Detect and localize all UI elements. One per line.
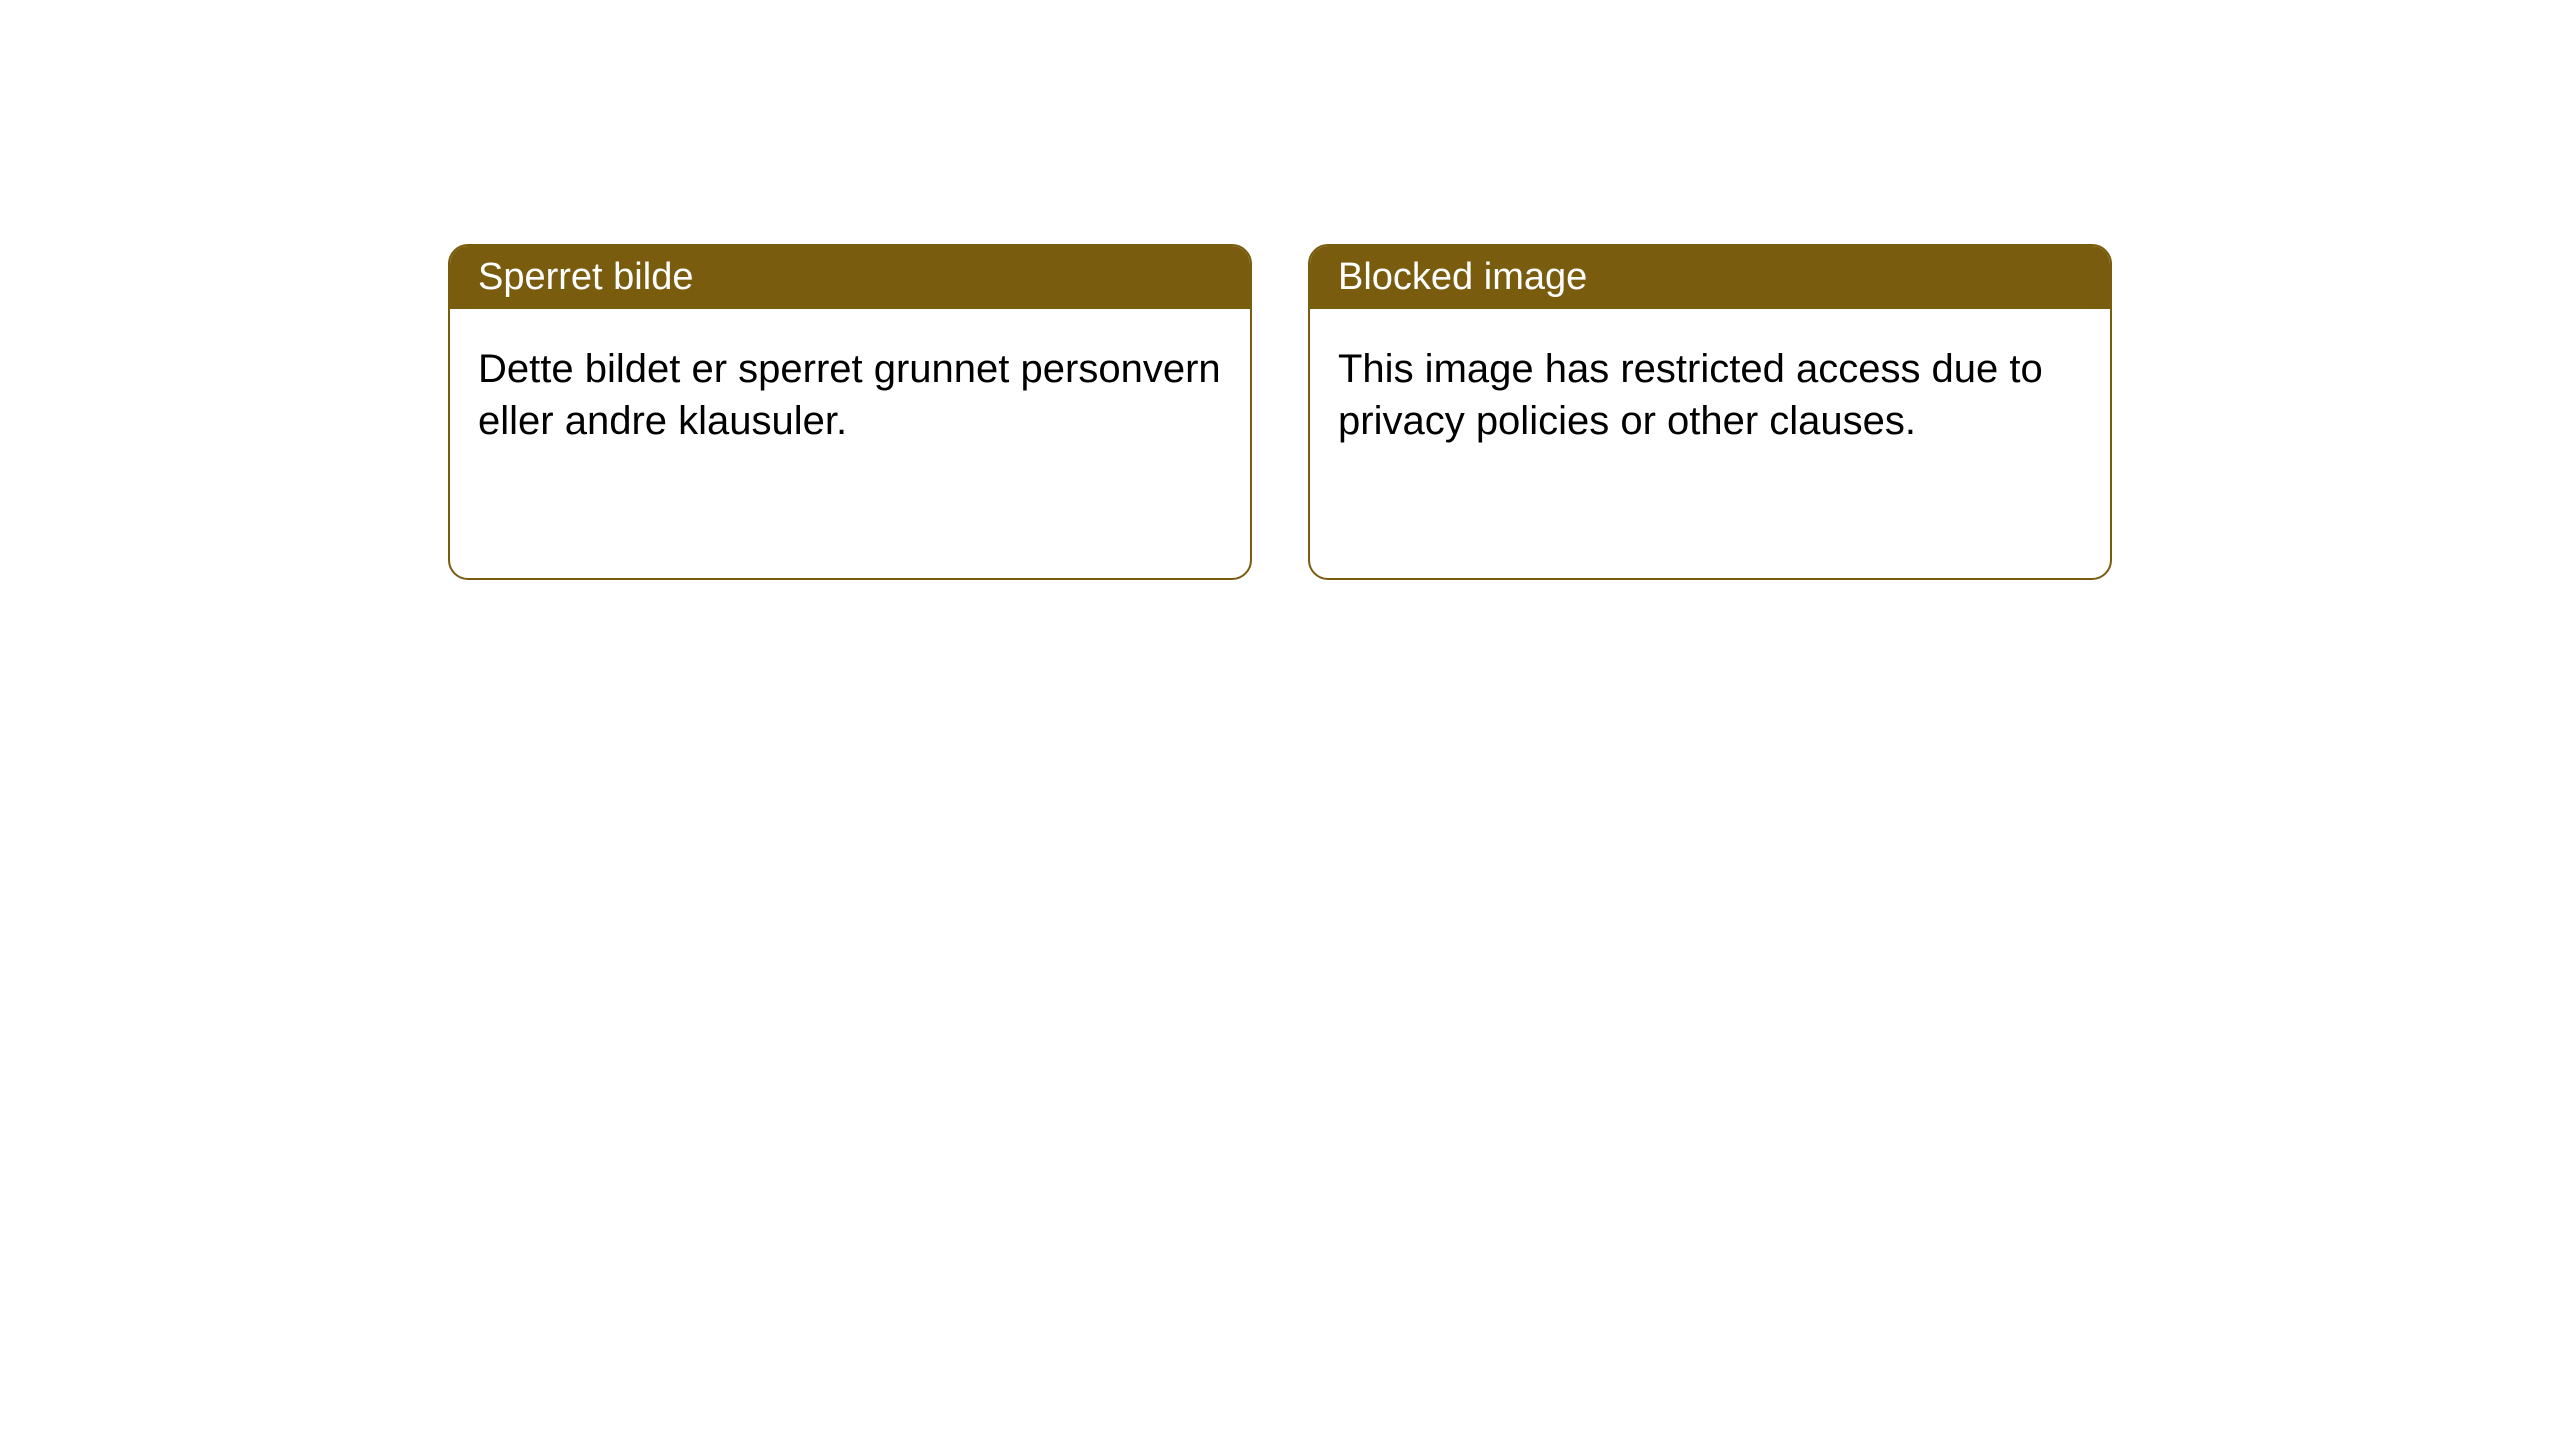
notice-body: This image has restricted access due to … [1310, 309, 2110, 481]
notice-box-english: Blocked image This image has restricted … [1308, 244, 2112, 580]
notice-header: Sperret bilde [450, 246, 1250, 309]
notices-container: Sperret bilde Dette bildet er sperret gr… [0, 0, 2560, 580]
notice-body: Dette bildet er sperret grunnet personve… [450, 309, 1250, 481]
notice-box-norwegian: Sperret bilde Dette bildet er sperret gr… [448, 244, 1252, 580]
notice-header: Blocked image [1310, 246, 2110, 309]
